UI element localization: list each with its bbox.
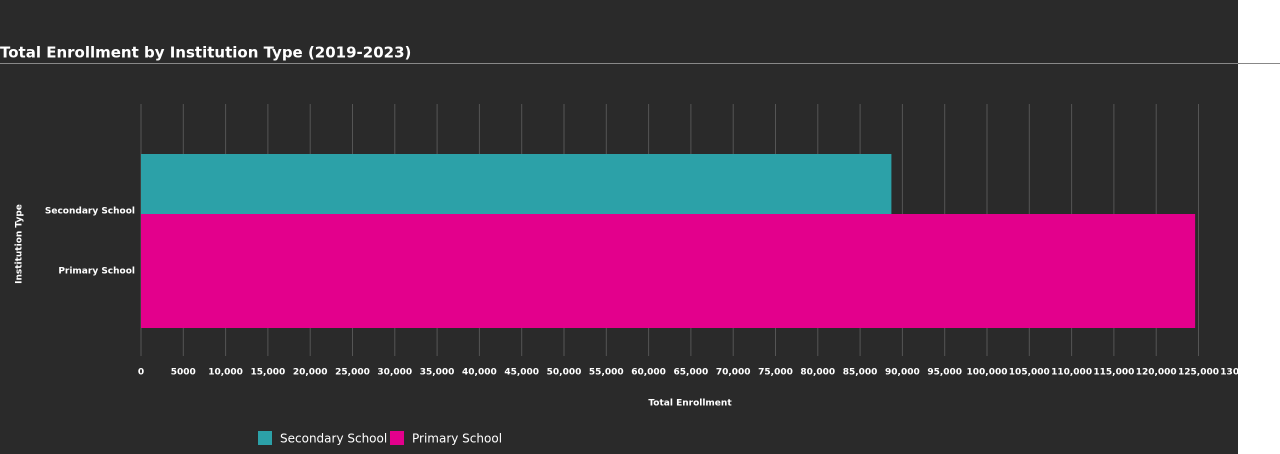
x-tick-label: 115,000 (1093, 368, 1134, 378)
x-tick-label: 20,000 (293, 368, 328, 378)
y-tick-label: Primary School (58, 267, 135, 277)
x-tick-label: 45,000 (504, 368, 539, 378)
y-axis-label: Institution Type (15, 204, 25, 284)
x-tick-label: 50,000 (547, 368, 582, 378)
x-tick-label: 105,000 (1009, 368, 1050, 378)
x-tick-label: 75,000 (758, 368, 793, 378)
legend-label: Secondary School (280, 432, 387, 446)
x-tick-label: 55,000 (589, 368, 624, 378)
x-tick-label: 5000 (171, 368, 196, 378)
x-tick-label: 85,000 (843, 368, 878, 378)
x-tick-label: 100,000 (967, 368, 1008, 378)
legend-swatch (258, 431, 272, 445)
x-tick-label: 0 (138, 368, 144, 378)
x-tick-label: 25,000 (335, 368, 370, 378)
x-tick-label: 80,000 (800, 368, 835, 378)
x-tick-label: 30,000 (377, 368, 412, 378)
x-tick-label: 65,000 (674, 368, 709, 378)
x-tick-label: 10,000 (208, 368, 243, 378)
x-tick-label: 40,000 (462, 368, 497, 378)
x-tick-label: 60,000 (631, 368, 666, 378)
x-tick-label: 15,000 (251, 368, 286, 378)
y-tick-label: Secondary School (45, 207, 135, 217)
x-tick-label: 130,000 (1220, 368, 1238, 378)
legend-label: Primary School (412, 432, 502, 446)
x-tick-label: 70,000 (716, 368, 751, 378)
x-tick-label: 110,000 (1051, 368, 1092, 378)
x-tick-label: 120,000 (1136, 368, 1177, 378)
x-axis-label: Total Enrollment (648, 399, 732, 409)
x-tick-label: 125,000 (1178, 368, 1219, 378)
legend-swatch (390, 431, 404, 445)
bar (141, 214, 1196, 328)
x-tick-label: 35,000 (420, 368, 455, 378)
chart-title: Total Enrollment by Institution Type (20… (0, 44, 411, 62)
x-tick-label: 95,000 (927, 368, 962, 378)
bar (141, 154, 892, 214)
chart: Total Enrollment by Institution Type (20… (0, 0, 1238, 454)
x-tick-label: 90,000 (885, 368, 920, 378)
